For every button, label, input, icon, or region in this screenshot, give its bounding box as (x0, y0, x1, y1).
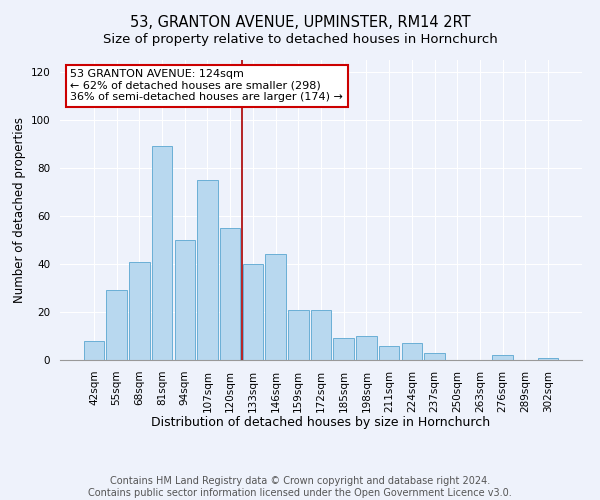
Bar (197, 180, 218, 360)
Y-axis label: Number of detached properties: Number of detached properties (13, 117, 26, 303)
X-axis label: Distribution of detached houses by size in Hornchurch: Distribution of detached houses by size … (151, 416, 491, 429)
Bar (175, 240, 195, 360)
Bar (401, 343, 422, 360)
Bar (220, 228, 241, 360)
Bar (311, 310, 331, 360)
Bar (129, 262, 149, 360)
Bar (379, 346, 400, 360)
Bar (265, 254, 286, 360)
Bar (84, 341, 104, 360)
Bar (424, 353, 445, 360)
Bar (493, 355, 513, 360)
Bar (538, 358, 558, 360)
Bar (106, 290, 127, 360)
Bar (356, 336, 377, 360)
Text: Contains HM Land Registry data © Crown copyright and database right 2024.
Contai: Contains HM Land Registry data © Crown c… (88, 476, 512, 498)
Bar (334, 338, 354, 360)
Bar (288, 310, 308, 360)
Text: 53, GRANTON AVENUE, UPMINSTER, RM14 2RT: 53, GRANTON AVENUE, UPMINSTER, RM14 2RT (130, 15, 470, 30)
Bar (242, 264, 263, 360)
Text: 53 GRANTON AVENUE: 124sqm
← 62% of detached houses are smaller (298)
36% of semi: 53 GRANTON AVENUE: 124sqm ← 62% of detac… (70, 69, 343, 102)
Text: Size of property relative to detached houses in Hornchurch: Size of property relative to detached ho… (103, 32, 497, 46)
Bar (152, 146, 172, 360)
